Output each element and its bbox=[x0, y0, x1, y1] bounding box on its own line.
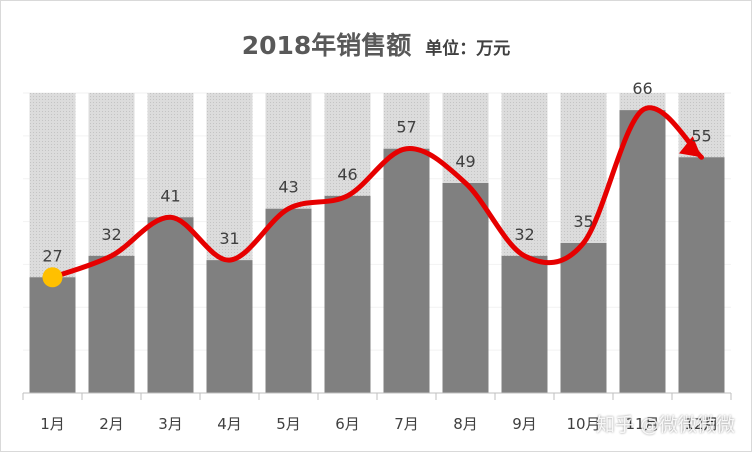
bar bbox=[206, 260, 253, 393]
chart-title-text: 2018年销售额 bbox=[241, 31, 412, 60]
x-axis bbox=[22, 392, 732, 400]
data-label: 31 bbox=[219, 229, 239, 248]
bar bbox=[560, 243, 607, 393]
data-label: 66 bbox=[632, 79, 652, 98]
x-tick-label: 12月 bbox=[684, 415, 718, 433]
bar bbox=[383, 148, 430, 393]
data-labels: 27 32 41 31 43 46 57 49 32 35 66 55 bbox=[42, 79, 711, 265]
data-label: 57 bbox=[396, 118, 416, 137]
data-label: 46 bbox=[337, 165, 357, 184]
x-tick-label: 9月 bbox=[512, 415, 537, 433]
bar bbox=[29, 277, 76, 393]
x-tick-label: 8月 bbox=[453, 415, 478, 433]
x-tick-label: 10月 bbox=[566, 415, 600, 433]
bar bbox=[147, 217, 194, 393]
start-marker bbox=[42, 267, 63, 288]
x-tick-labels: 1月 2月 3月 4月 5月 6月 7月 8月 9月 10月 11月 12月 bbox=[40, 415, 718, 433]
bar bbox=[442, 183, 489, 393]
x-tick-label: 11月 bbox=[625, 415, 659, 433]
data-label: 35 bbox=[573, 212, 593, 231]
x-tick-label: 7月 bbox=[394, 415, 419, 433]
trend-line bbox=[42, 105, 704, 288]
x-tick-label: 6月 bbox=[335, 415, 360, 433]
bar bbox=[678, 157, 725, 393]
x-tick-label: 3月 bbox=[158, 415, 183, 433]
data-label: 27 bbox=[42, 246, 62, 265]
trend-line-path bbox=[50, 105, 704, 280]
x-tick-label: 4月 bbox=[217, 415, 242, 433]
bar bbox=[265, 208, 312, 393]
data-label: 55 bbox=[691, 126, 711, 145]
x-tick-label: 2月 bbox=[99, 415, 124, 433]
bar bbox=[619, 110, 666, 394]
x-tick-label: 5月 bbox=[276, 415, 301, 433]
bar bbox=[324, 195, 371, 393]
chart-unit-label: 单位：万元 bbox=[425, 39, 511, 59]
data-label: 32 bbox=[514, 225, 534, 244]
data-label: 32 bbox=[101, 225, 121, 244]
bar bbox=[501, 255, 548, 393]
chart-title: 2018年销售额 单位：万元 bbox=[0, 26, 752, 62]
bar bbox=[88, 255, 135, 393]
arrow-head bbox=[679, 136, 702, 158]
value-bars bbox=[29, 110, 725, 394]
data-label: 49 bbox=[455, 152, 475, 171]
data-label: 41 bbox=[160, 186, 180, 205]
data-label: 43 bbox=[278, 178, 298, 197]
x-tick-label: 1月 bbox=[40, 415, 65, 433]
